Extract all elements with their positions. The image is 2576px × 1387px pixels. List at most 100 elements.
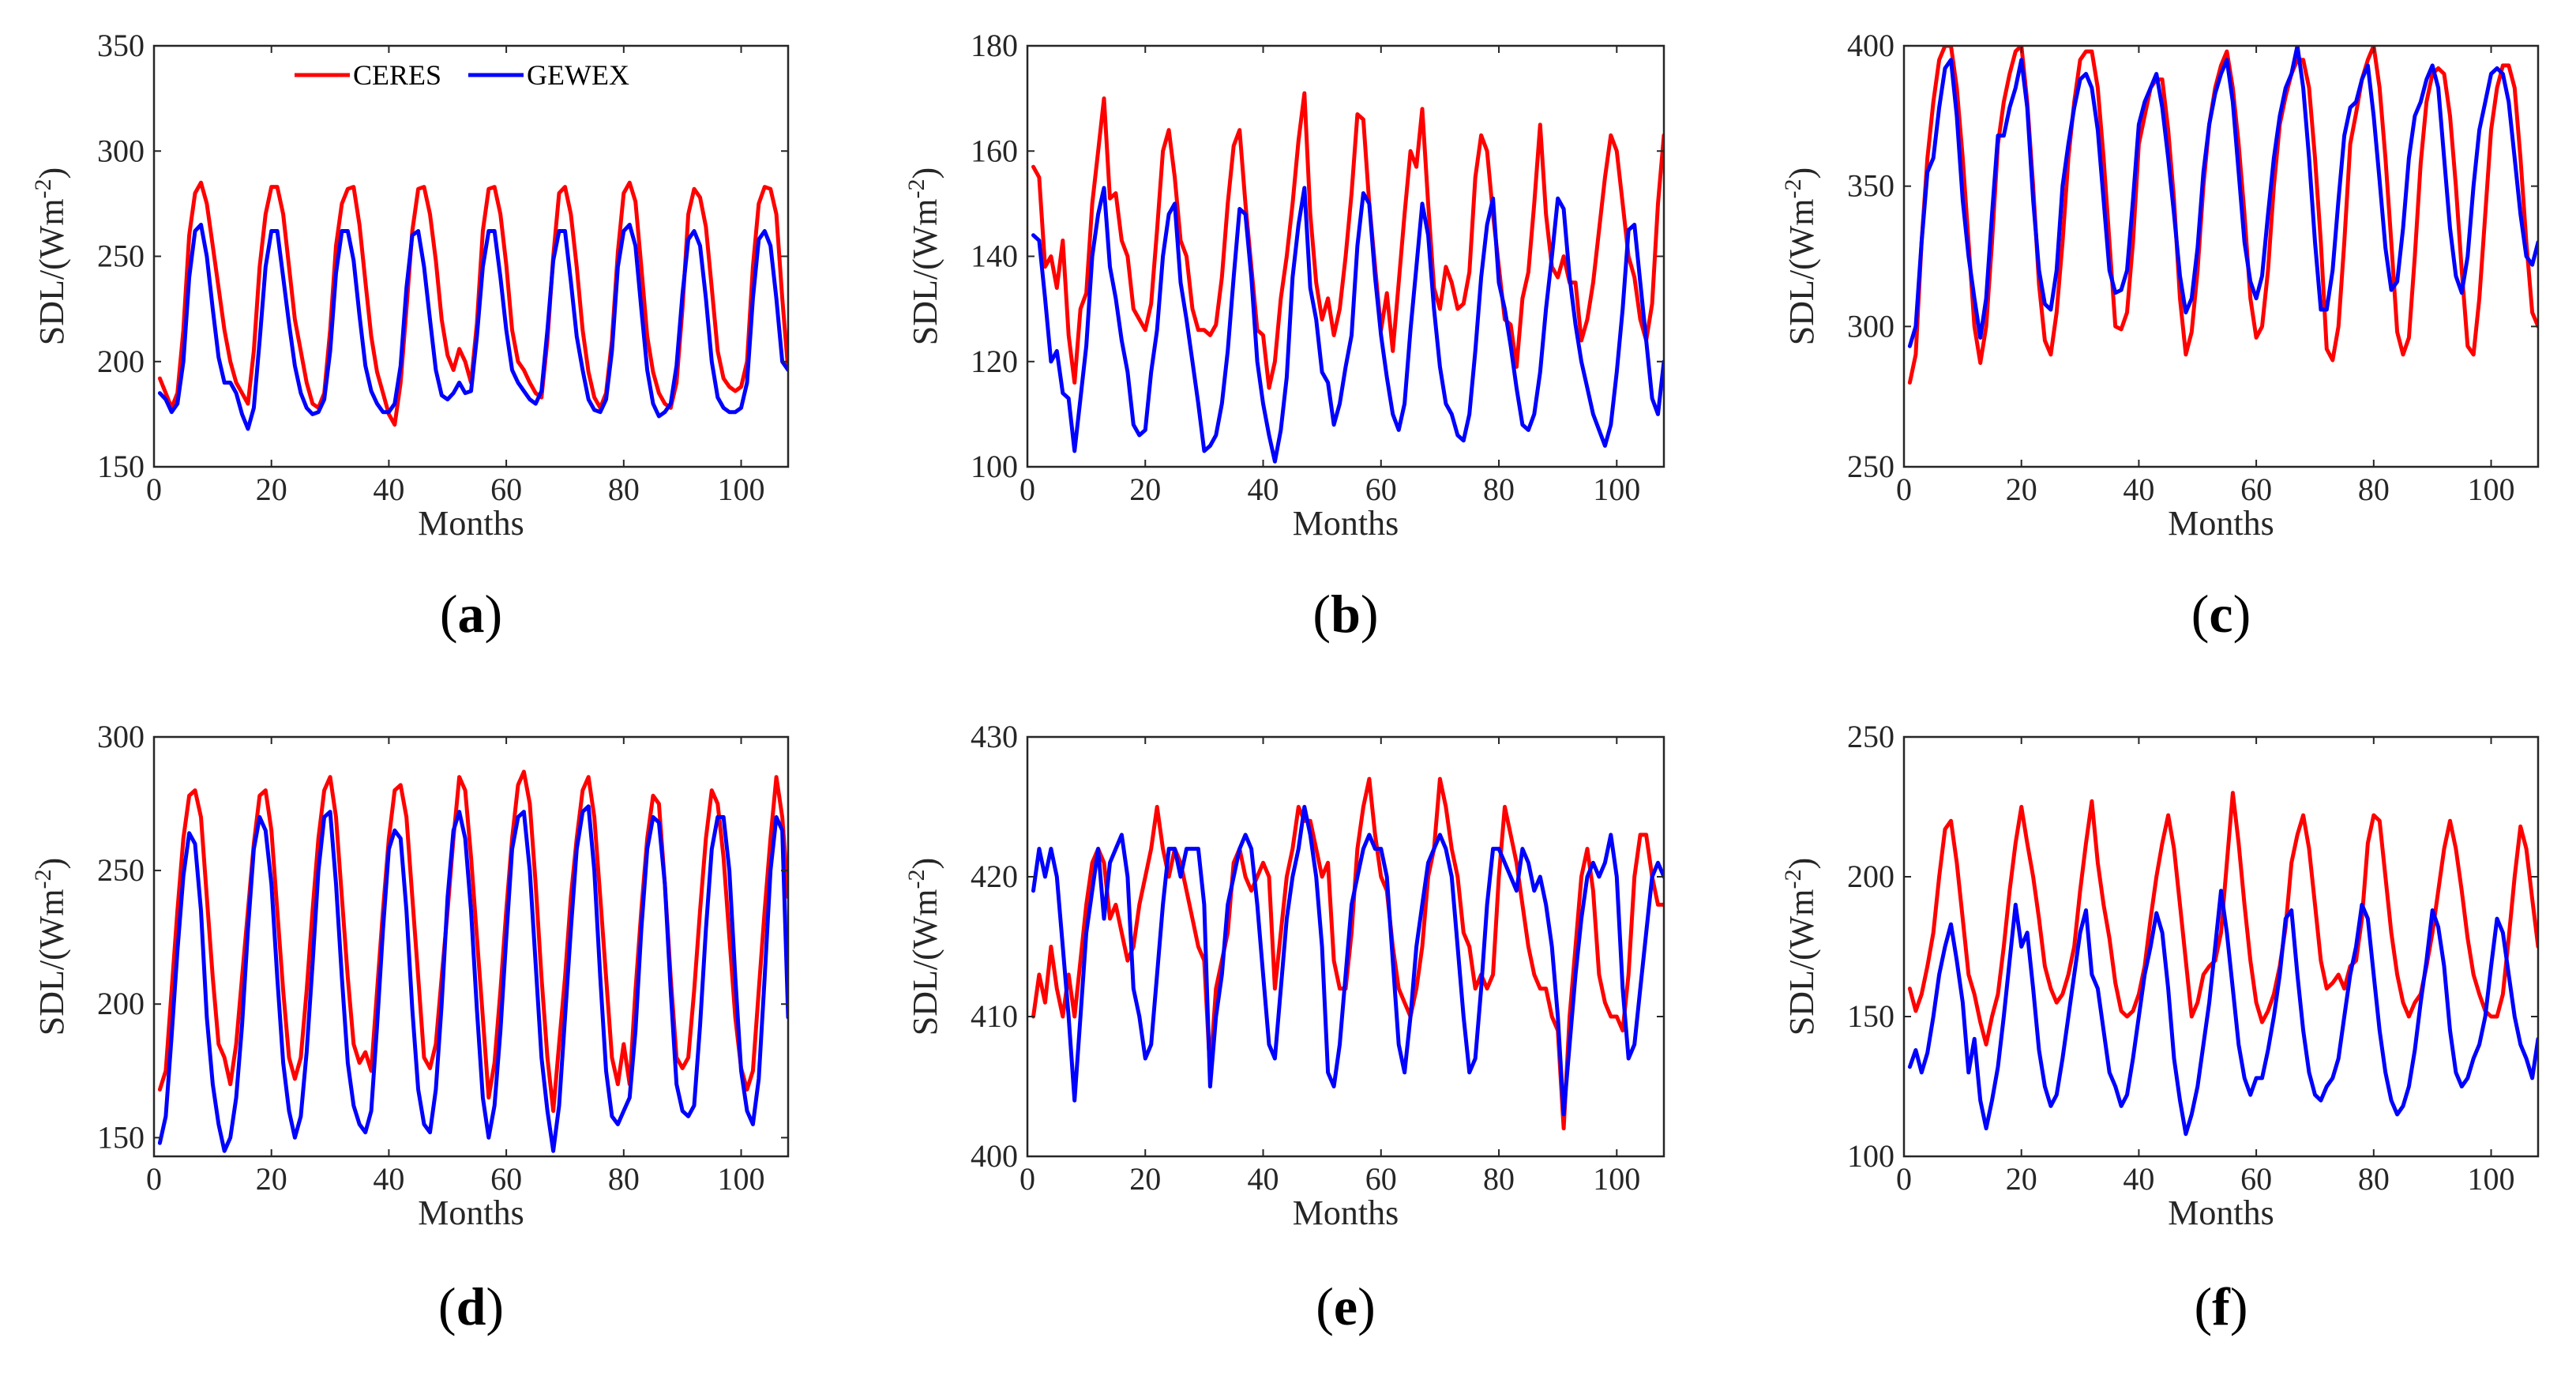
y-tick-label: 250 <box>1847 449 1894 484</box>
series-line-gewex <box>1031 186 1664 464</box>
y-tick-label: 180 <box>971 28 1018 63</box>
y-axis-label-main: SDL/(Wm <box>906 198 944 345</box>
y-tick-label: 400 <box>1847 28 1894 63</box>
y-tick-label: 140 <box>971 239 1018 274</box>
x-tick-label: 60 <box>1365 472 1397 507</box>
panel-label-close: ) <box>486 1276 504 1336</box>
y-axis-label-main: SDL/(Wm <box>906 889 944 1036</box>
y-axis-label: SDL/(Wm-2) <box>30 858 71 1036</box>
x-tick-label: 20 <box>2006 1161 2037 1197</box>
y-tick-label: 350 <box>97 28 145 63</box>
y-axis-label: SDL/(Wm-2) <box>1780 858 1821 1036</box>
chart-panel-d: 0 20 40 60 80 100 150 200 250 300 Months SDL/(Wm-2)… <box>30 719 790 1336</box>
y-axis-label: SDL/(Wm-2) <box>903 167 944 345</box>
x-tick-label: 20 <box>256 1161 287 1197</box>
panel-label-close: ) <box>1357 1276 1376 1336</box>
chart-panel-f: 0 20 40 60 80 100 100 150 200 250 Months SDL/(Wm-2)… <box>1780 719 2540 1336</box>
y-axis-label-sup: -2 <box>1780 869 1806 889</box>
y-tick-label: 420 <box>971 859 1018 894</box>
series-line-gewex <box>157 223 788 431</box>
panel-label-close: ) <box>2230 1276 2248 1336</box>
x-axis-label: Months <box>2168 504 2274 543</box>
y-axis-label: SDL/(Wm-2) <box>1780 167 1821 345</box>
chart-panel-a: 0 20 40 60 80 100 150 200 250 300 350 Months SDL/(Wm… <box>30 28 790 644</box>
y-tick-label: 300 <box>97 719 145 754</box>
x-axis-label: Months <box>418 504 524 543</box>
legend-label-gewex: GEWEX <box>527 59 629 91</box>
chart-panel-e: 0 20 40 60 80 100 400 410 420 430 Months SDL/(Wm-2)… <box>903 719 1665 1336</box>
x-tick-label: 20 <box>1129 472 1161 507</box>
y-tick-label: 200 <box>1847 859 1894 894</box>
x-tick-label: 100 <box>2468 1161 2515 1197</box>
series-line-gewex <box>157 804 788 1153</box>
y-tick-label: 430 <box>971 719 1018 754</box>
axes-box <box>152 735 790 1158</box>
x-tick-label: 100 <box>1593 472 1640 507</box>
chart-panel-b: 0 20 40 60 80 100 100 120 140 160 180 Months SDL/(Wm… <box>903 28 1665 644</box>
panel-label: (d) <box>438 1276 504 1336</box>
panel-label-close: ) <box>485 584 503 644</box>
y-axis-label-end: ) <box>906 167 944 179</box>
x-axis-label: Months <box>2168 1193 2274 1232</box>
panel-label: (f) <box>2195 1276 2248 1336</box>
y-axis-label: SDL/(Wm-2) <box>903 858 944 1036</box>
series-line-ceres <box>157 769 788 1113</box>
y-tick-label: 250 <box>97 239 145 274</box>
y-axis-label-main: SDL/(Wm <box>1782 198 1821 345</box>
panel-label-open: ( <box>438 1276 456 1336</box>
series-line-gewex <box>1031 805 1664 1117</box>
x-tick-label: 20 <box>256 472 287 507</box>
y-tick-label: 150 <box>97 449 145 484</box>
x-tick-label: 100 <box>718 1161 765 1197</box>
x-tick-label: 60 <box>1365 1161 1397 1197</box>
y-axis-label-end: ) <box>32 858 71 870</box>
series-line-gewex <box>1907 46 2538 348</box>
x-tick-label: 40 <box>373 472 404 507</box>
y-axis-label-main: SDL/(Wm <box>32 198 71 345</box>
x-tick-label: 0 <box>146 1161 162 1197</box>
y-tick-label: 150 <box>97 1119 145 1155</box>
x-tick-label: 40 <box>373 1161 404 1197</box>
y-tick-label: 100 <box>1847 1138 1894 1174</box>
x-tick-label: 80 <box>2358 472 2390 507</box>
x-tick-label: 80 <box>608 472 640 507</box>
y-tick-label: 160 <box>971 133 1018 168</box>
panel-label-open: ( <box>1316 1276 1334 1336</box>
series-line-gewex <box>1907 889 2538 1137</box>
y-axis-label-main: SDL/(Wm <box>1782 889 1821 1036</box>
x-axis-label: Months <box>1293 504 1399 543</box>
panel-label-letter: d <box>456 1276 486 1336</box>
panel-label: (b) <box>1312 584 1378 644</box>
y-tick-label: 250 <box>1847 719 1894 754</box>
y-tick-label: 410 <box>971 998 1018 1034</box>
y-axis-label-main: SDL/(Wm <box>32 889 71 1036</box>
panel-label-letter: b <box>1331 584 1361 644</box>
x-tick-label: 0 <box>1896 472 1912 507</box>
panel-label: (e) <box>1316 1276 1376 1336</box>
y-axis-label-end: ) <box>1782 858 1821 870</box>
series-line-ceres <box>1031 91 1664 390</box>
panel-label-open: ( <box>1312 584 1331 644</box>
y-tick-label: 120 <box>971 344 1018 379</box>
x-tick-label: 0 <box>1896 1161 1912 1197</box>
y-axis-label: SDL/(Wm-2) <box>30 167 71 345</box>
axes-box <box>1902 44 2540 468</box>
x-tick-label: 40 <box>2123 1161 2154 1197</box>
y-axis-label-end: ) <box>32 167 71 179</box>
y-axis-label-sup: -2 <box>1780 179 1806 198</box>
panel-label-close: ) <box>1361 584 1379 644</box>
x-tick-label: 100 <box>2468 472 2515 507</box>
x-tick-label: 40 <box>1248 472 1279 507</box>
series-line-ceres <box>1907 46 2538 385</box>
panel-label-letter: c <box>2209 584 2232 644</box>
y-tick-label: 150 <box>1847 998 1894 1034</box>
x-tick-label: 20 <box>2006 472 2037 507</box>
x-tick-label: 0 <box>146 472 162 507</box>
axes-box <box>1902 735 2540 1158</box>
y-axis-label-sup: -2 <box>903 179 929 198</box>
y-tick-label: 300 <box>1847 308 1894 344</box>
y-tick-label: 400 <box>971 1138 1018 1174</box>
legend: CERES GEWEX <box>295 59 629 91</box>
y-tick-label: 200 <box>97 344 145 379</box>
